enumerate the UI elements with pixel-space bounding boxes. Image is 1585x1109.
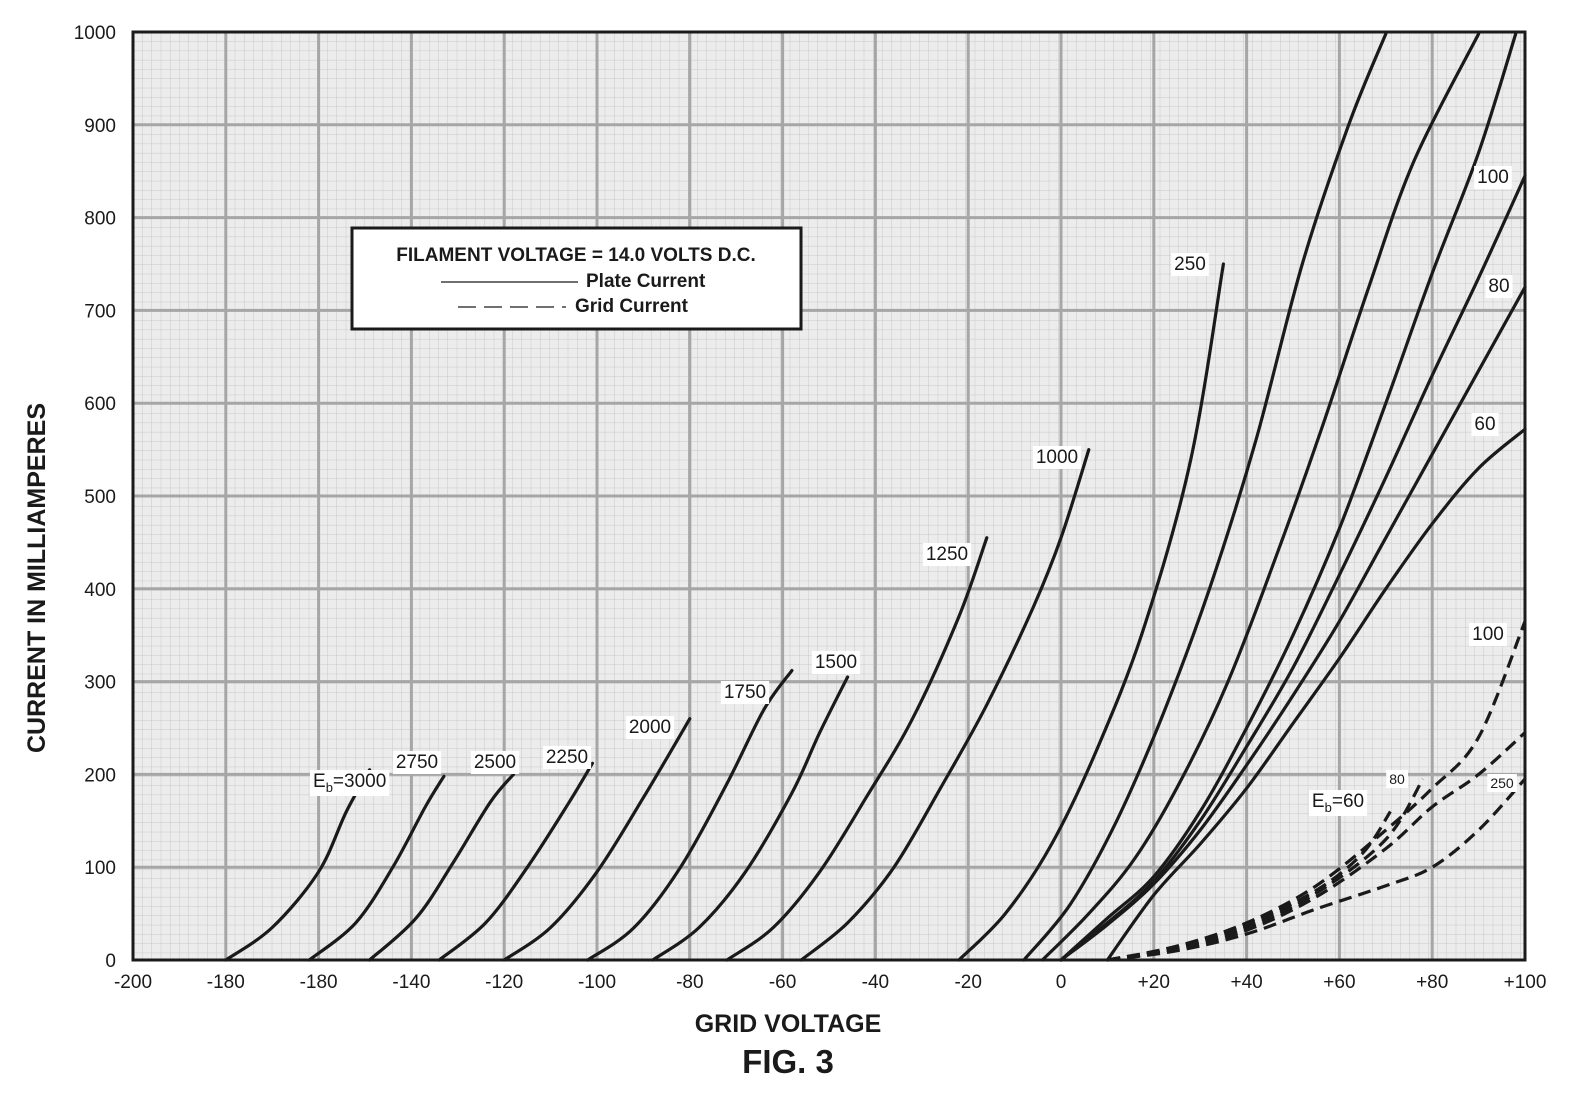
plate-current-curve <box>437 761 594 962</box>
curve-label-bg <box>470 751 520 774</box>
plate-current-curves <box>224 32 1527 962</box>
legend-plate-label: Plate Current <box>586 271 706 292</box>
figure-title: FIG. 3 <box>742 1043 834 1080</box>
curve-label: 80 <box>1488 276 1509 297</box>
x-tick-label: 0 <box>1056 972 1067 993</box>
y-axis-title: CURRENT IN MILLIAMPERES <box>23 403 51 753</box>
plate-current-curve <box>307 774 446 962</box>
curve-label: 250 <box>1174 254 1206 275</box>
x-tick-label: +20 <box>1138 972 1170 993</box>
curve-label-bg <box>1386 770 1408 788</box>
curve-label-bg <box>1308 790 1368 816</box>
curve-label-bg <box>1487 774 1517 792</box>
major-grid <box>133 32 1525 960</box>
curve-label: Eb=3000 <box>313 771 386 795</box>
x-tick-label: +80 <box>1416 972 1448 993</box>
x-tick-label: -180 <box>207 972 245 993</box>
x-tick-label: +60 <box>1323 972 1355 993</box>
grid-current-curve <box>1107 731 1527 962</box>
curve-label-bg <box>1171 253 1209 276</box>
x-axis-title: GRID VOLTAGE <box>695 1010 882 1038</box>
y-tick-label: 0 <box>105 951 116 972</box>
y-tick-label: 1000 <box>74 23 116 44</box>
x-tick-label: -200 <box>114 972 152 993</box>
x-tick-label: -180 <box>300 972 338 993</box>
x-tick-label: -60 <box>769 972 796 993</box>
plate-current-curve <box>502 717 692 962</box>
curve-label-bg <box>392 751 442 774</box>
y-tick-label: 100 <box>84 858 116 879</box>
grid-current-curves <box>1107 620 1527 962</box>
curve-label-bg <box>811 651 861 674</box>
curve-label-bg <box>922 543 972 566</box>
plot-frame <box>131 30 1527 962</box>
curve-label: 1500 <box>815 652 857 673</box>
curve-label-bg <box>720 681 770 704</box>
plate-current-curve <box>586 668 794 962</box>
plate-current-curve <box>725 536 989 962</box>
plate-current-curve <box>1105 427 1527 962</box>
curve-label-bg <box>542 746 592 769</box>
plate-current-curve <box>1040 32 1481 962</box>
y-tick-label: 200 <box>84 765 116 786</box>
curve-label-bg <box>625 716 675 739</box>
legend-box <box>350 226 803 331</box>
y-tick-label: 700 <box>84 301 116 322</box>
plate-current-curve <box>224 768 372 962</box>
x-tick-label: +100 <box>1504 972 1547 993</box>
legend-title: FILAMENT VOLTAGE = 14.0 VOLTS D.C. <box>396 245 755 266</box>
x-tick-label: +40 <box>1230 972 1262 993</box>
curve-label: 2000 <box>629 717 671 738</box>
legend-grid-label: Grid Current <box>575 296 689 317</box>
plate-current-curve <box>1022 32 1388 962</box>
x-tick-label: -100 <box>578 972 616 993</box>
grid-current-curve <box>1107 777 1527 962</box>
y-tick-label: 400 <box>84 580 116 601</box>
curve-label: 2500 <box>474 752 516 773</box>
plate-current-curve <box>368 772 516 962</box>
curve-label: 1000 <box>1036 447 1078 468</box>
curve-label: 2250 <box>546 747 588 768</box>
y-tick-labels: 0 100 200 300 400 500 600 700 800 900 1000 <box>74 23 116 972</box>
x-tick-label: -120 <box>485 972 523 993</box>
y-tick-label: 500 <box>84 487 116 508</box>
curve-label-bg <box>310 770 390 796</box>
plate-current-curve <box>1059 285 1527 962</box>
plate-current-curve <box>1059 174 1527 962</box>
curve-label: 60 <box>1474 414 1495 435</box>
legend: FILAMENT VOLTAGE = 14.0 VOLTS D.C. Plate… <box>350 226 803 331</box>
plate-current-curve <box>799 448 1091 962</box>
curve-label: 1250 <box>926 544 968 565</box>
y-tick-label: 900 <box>84 116 116 137</box>
x-tick-label: -80 <box>676 972 703 993</box>
curve-label: Eb=60 <box>1312 791 1364 815</box>
curve-label: 80 <box>1389 771 1405 787</box>
curve-label-bg <box>1032 446 1082 469</box>
curve-label: 100 <box>1477 167 1509 188</box>
curve-label: 250 <box>1490 775 1514 791</box>
x-tick-labels: -200 -180 -180 -140 -120 -100 -80 -60 -40 -20 0 +20… <box>114 972 1546 993</box>
curve-label: 100 <box>1472 624 1504 645</box>
x-tick-label: -40 <box>862 972 889 993</box>
curve-label-bg <box>1485 275 1513 298</box>
curve-label-bg <box>1474 166 1512 189</box>
curve-label-bg <box>1471 413 1499 436</box>
y-tick-label: 300 <box>84 673 116 694</box>
plate-current-curve <box>1059 32 1518 962</box>
x-tick-label: -140 <box>392 972 430 993</box>
y-tick-label: 800 <box>84 209 116 230</box>
plate-current-curve <box>651 675 850 962</box>
y-tick-label: 600 <box>84 394 116 415</box>
curve-label: 2750 <box>396 752 438 773</box>
curve-label-bg <box>1469 623 1507 646</box>
curve-label: 1750 <box>724 682 766 703</box>
plate-current-curve <box>957 262 1225 962</box>
x-tick-label: -20 <box>954 972 981 993</box>
curve-labels: Eb=3000 2750 2500 2250 2000 1750 1500 1250 1000 2… <box>310 166 1517 816</box>
